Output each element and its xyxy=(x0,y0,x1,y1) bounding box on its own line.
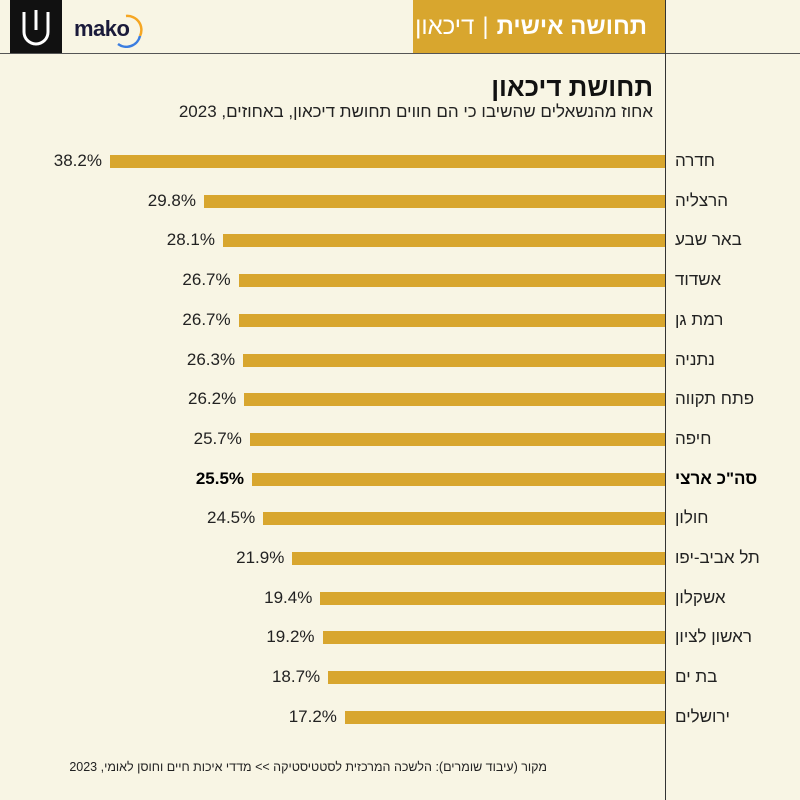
bar xyxy=(344,710,665,724)
bar-row: 19.2% ראשון לציון xyxy=(0,627,800,647)
data-label: 26.2% xyxy=(188,389,237,409)
bar xyxy=(109,155,665,168)
data-label: 19.4% xyxy=(264,587,313,607)
data-label: 25.7% xyxy=(193,428,242,448)
category-label: ירושלים xyxy=(675,706,730,726)
bar xyxy=(328,671,665,685)
data-label: 19.2% xyxy=(266,627,315,647)
bar-row: 17.2% ירושלים xyxy=(0,707,800,727)
data-label: 25.5% xyxy=(195,468,245,488)
separator: | xyxy=(482,12,489,40)
category-label: הרצליה xyxy=(675,190,728,210)
category-label: רמת גן xyxy=(675,309,724,329)
bar xyxy=(249,432,665,446)
bar-row: 29.8% הרצליה xyxy=(0,191,800,211)
bar-row: 28.1% באר שבע xyxy=(0,230,800,250)
chart-subtitle: אחוז מהנשאלים שהשיבו כי הם חווים תחושת ד… xyxy=(178,102,653,121)
header-divider xyxy=(0,53,800,54)
category-label: פתח תקווה xyxy=(675,389,755,409)
category-label: אשקלון xyxy=(675,587,726,607)
section-header: תחושה אישית | דיכאון xyxy=(413,0,665,53)
source-note: מקור (עיבוד שומרים): הלשכה המרכזית לסטטי… xyxy=(69,760,547,774)
bar xyxy=(322,631,665,645)
data-label: 26.7% xyxy=(182,270,231,290)
bar xyxy=(320,591,665,605)
data-label: 18.7% xyxy=(271,667,321,687)
category-label: סה"כ ארצי xyxy=(675,468,758,488)
bar-row: 26.7% רמת גן xyxy=(0,310,800,330)
category-label: חולון xyxy=(675,508,709,528)
bar-row: 26.3% נתניה xyxy=(0,350,800,370)
bar xyxy=(252,472,665,486)
axis-line xyxy=(665,0,666,800)
bar-row: 26.2% פתח תקווה xyxy=(0,389,800,409)
category-label: חיפה xyxy=(675,428,712,448)
logo-u-icon xyxy=(22,10,50,46)
bar xyxy=(244,393,665,407)
bar xyxy=(203,194,665,208)
category-label: חדרה xyxy=(675,151,715,170)
bar xyxy=(263,512,665,526)
data-label: 26.7% xyxy=(182,309,231,329)
bar-row: 38.2% חדרה xyxy=(0,151,800,171)
bar-row: 26.7% אשדוד xyxy=(0,270,800,290)
data-label: 29.8% xyxy=(147,190,196,210)
bar-row: 24.5% חולון xyxy=(0,508,800,528)
category-label: תל אביב-יפו xyxy=(675,548,760,567)
bar-row: 19.4% אשקלון xyxy=(0,588,800,608)
data-label: 21.9% xyxy=(236,548,285,567)
channel-logo[interactable] xyxy=(10,0,62,53)
bar-row: 25.5% סה"כ ארצי xyxy=(0,469,800,489)
bar xyxy=(238,274,665,288)
data-label: 24.5% xyxy=(207,508,256,528)
bar xyxy=(292,552,665,565)
category-label: אשדוד xyxy=(675,270,722,290)
category-label: נתניה xyxy=(675,349,715,369)
bar xyxy=(222,234,665,248)
bar-row: 25.7% חיפה xyxy=(0,429,800,449)
bar-row: 18.7% בת ים xyxy=(0,667,800,687)
category-label: בת ים xyxy=(675,667,718,687)
mako-rainbow-icon xyxy=(117,14,143,48)
data-label: 38.2% xyxy=(53,151,102,170)
bar xyxy=(243,353,665,367)
data-label: 26.3% xyxy=(186,349,236,369)
data-label: 17.2% xyxy=(288,706,337,726)
bar xyxy=(238,313,665,327)
topic-title: דיכאון xyxy=(415,12,475,40)
mako-logo[interactable]: mako xyxy=(74,16,130,41)
bar-row: 21.9% תל אביב-יפו xyxy=(0,548,800,568)
category-label: ראשון לציון xyxy=(675,627,752,647)
category-label: באר שבע xyxy=(675,230,742,250)
section-title: תחושה אישית xyxy=(496,12,647,40)
data-label: 28.1% xyxy=(166,230,215,250)
chart-title: תחושת דיכאון xyxy=(491,72,653,102)
